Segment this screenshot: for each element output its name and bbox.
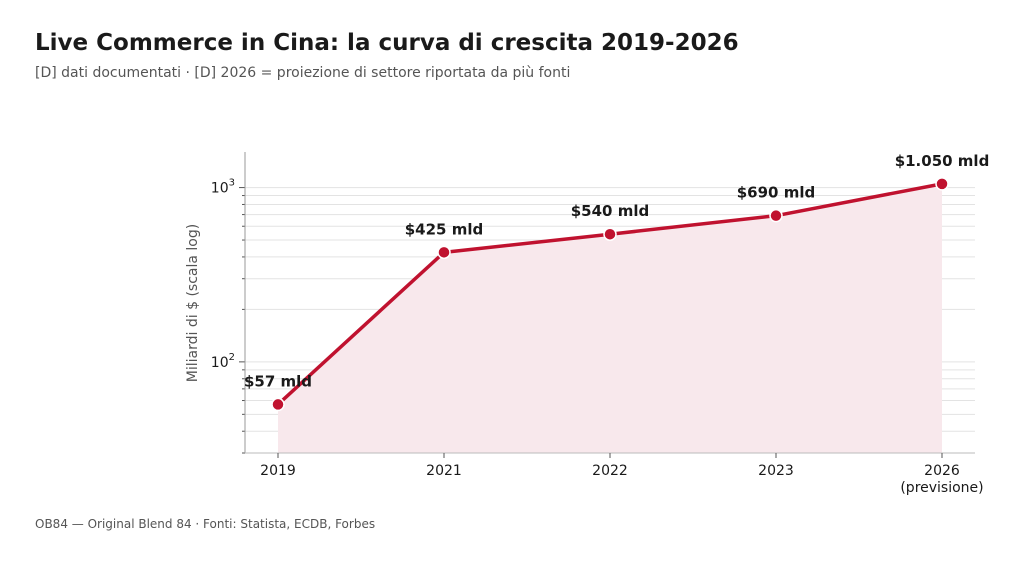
data-label: $540 mld bbox=[571, 202, 649, 220]
x-tick-label: 2019 bbox=[260, 463, 296, 479]
y-tick-label: 102 bbox=[211, 352, 235, 371]
data-point bbox=[935, 177, 949, 191]
x-tick-label: 2021 bbox=[426, 463, 462, 479]
data-point bbox=[271, 397, 285, 412]
x-tick-sublabel: (previsione) bbox=[900, 480, 983, 496]
data-labels: $57 mld $425 mld $540 mld $690 mld $1.050 ml… bbox=[244, 152, 989, 391]
x-tick-label: 2026 bbox=[924, 463, 960, 479]
data-points bbox=[271, 177, 949, 412]
y-axis-label: Miliardi di $ (scala log) bbox=[185, 224, 201, 382]
axes bbox=[239, 152, 975, 458]
data-label: $57 mld bbox=[244, 372, 312, 390]
chart-subtitle: [D] dati documentati · [D] 2026 = proiez… bbox=[35, 65, 571, 81]
data-label: $690 mld bbox=[737, 184, 815, 202]
area-fill bbox=[278, 183, 942, 454]
source-footer: OB84 — Original Blend 84 · Fonti: Statis… bbox=[35, 517, 376, 531]
y-tick-label: 103 bbox=[211, 178, 235, 197]
data-point bbox=[603, 227, 617, 241]
data-point bbox=[437, 245, 451, 260]
data-point bbox=[769, 208, 783, 223]
tick-labels: 2019 2021 2022 2023 2026(previsione) 102 103 bbox=[211, 178, 984, 496]
data-label: $425 mld bbox=[405, 220, 483, 238]
x-tick-label: 2022 bbox=[592, 463, 628, 479]
data-label: $1.050 mld bbox=[895, 152, 990, 170]
x-tick-label: 2023 bbox=[758, 463, 794, 479]
chart-title: Live Commerce in Cina: la curva di cresc… bbox=[35, 30, 739, 56]
